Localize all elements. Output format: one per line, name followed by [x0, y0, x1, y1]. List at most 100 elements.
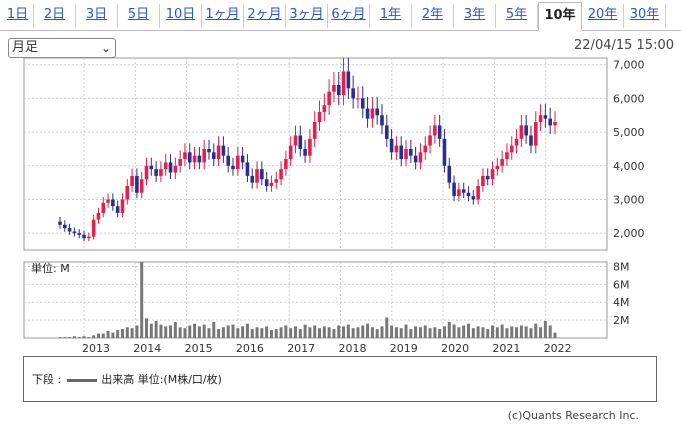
tab-10[interactable]: 2年 [412, 4, 454, 28]
tab-12[interactable]: 5年 [496, 4, 538, 28]
candle-body [548, 118, 552, 126]
candle-body [120, 199, 125, 213]
candle-body [216, 145, 221, 160]
candle-body [159, 169, 163, 176]
candle-body [332, 84, 336, 92]
tab-13[interactable]: 10年 [538, 2, 582, 31]
volume-bar [207, 328, 211, 338]
candle-body [274, 179, 279, 183]
tab-9[interactable]: 1年 [370, 4, 412, 28]
candle-body [269, 182, 274, 186]
candle-body [452, 182, 456, 197]
timeframe-tabs: 1日 2日 3日 5日 10日 1ヶ月 2ヶ月 3ヶ月 6ヶ月 1年 2年 3年 5年 10年 20年 30年 [0, 0, 681, 31]
candle-body [139, 179, 144, 193]
tab-5[interactable]: 1ヶ月 [202, 4, 244, 28]
tab-1[interactable]: 2日 [34, 4, 76, 28]
candle-body [428, 135, 432, 146]
candle-body [96, 212, 101, 220]
candle-body [336, 84, 341, 96]
volume-bar [399, 328, 403, 338]
candle-body [490, 169, 495, 180]
candle-body [476, 186, 480, 200]
volume-bar [433, 327, 437, 338]
candle-body [413, 155, 418, 163]
volume-line-swatch [67, 378, 98, 382]
candle-body [409, 148, 413, 156]
volume-bar [63, 337, 67, 338]
tab-0[interactable]: 1日 [2, 4, 34, 28]
candle-body [322, 105, 327, 112]
volume-bar [423, 325, 427, 338]
candle-body [168, 162, 173, 173]
legend-text: 下段 : 出来高 単位:(M株/口/枚) [32, 371, 222, 387]
candle-body [327, 91, 331, 106]
volume-bar [438, 329, 442, 338]
candle-body [58, 221, 62, 225]
volume-bar [140, 262, 144, 338]
candle-body [365, 108, 370, 119]
volume-bar [101, 333, 105, 338]
candle-body [308, 138, 312, 156]
tab-15[interactable]: 30年 [624, 4, 666, 28]
volume-bar [173, 321, 177, 338]
volume-bar [289, 328, 293, 338]
volume-bar [418, 327, 422, 338]
volume-bar [274, 329, 278, 338]
candle-body [144, 165, 149, 180]
volume-bar [332, 329, 336, 338]
volume-bar [303, 324, 307, 338]
candle-body [183, 152, 187, 160]
price-tick-label: 2,000 [613, 227, 645, 240]
volume-bar [183, 328, 187, 338]
volume-bar [116, 329, 120, 338]
volume-bar [356, 327, 360, 338]
volume-bar [308, 327, 312, 338]
price-panel [23, 57, 608, 251]
candle-body [207, 148, 211, 153]
candle-body [197, 155, 202, 163]
candle-body [505, 152, 509, 160]
volume-bar [77, 337, 81, 338]
candle-body [481, 175, 485, 186]
volume-bar [255, 327, 259, 338]
candle-body [394, 145, 399, 153]
year-label: 2014 [133, 342, 161, 355]
chart-timestamp: 22/04/15 15:00 [574, 38, 674, 53]
volume-bar [87, 337, 91, 338]
tab-6[interactable]: 2ヶ月 [244, 4, 286, 28]
candle-body [404, 148, 408, 160]
candle-body [524, 125, 528, 136]
volume-bar [202, 324, 206, 338]
tab-2[interactable]: 3日 [76, 4, 118, 28]
candle-body [466, 192, 471, 197]
year-label: 2015 [185, 342, 213, 355]
tab-8[interactable]: 6ヶ月 [328, 4, 370, 28]
tab-11[interactable]: 3年 [454, 4, 496, 28]
volume-bar [529, 328, 533, 338]
volume-bar [226, 325, 230, 338]
volume-bar [298, 329, 302, 338]
volume-bar [92, 335, 96, 338]
candle-body [231, 165, 235, 170]
volume-bar [265, 326, 269, 338]
legend-box: 下段 : 出来高 単位:(M株/口/枚) [23, 356, 657, 402]
tab-7[interactable]: 3ヶ月 [286, 4, 328, 28]
volume-bar [500, 324, 504, 338]
candle-body [346, 71, 351, 89]
volume-bar [471, 328, 475, 338]
price-tick-label: 6,000 [613, 92, 645, 105]
volume-bar [149, 323, 153, 338]
volume-bar [197, 326, 201, 338]
candle-body [130, 175, 134, 186]
tab-14[interactable]: 20年 [582, 4, 624, 28]
candle-body [370, 108, 375, 119]
candle-body [91, 219, 96, 237]
volume-bar [318, 328, 322, 338]
candle-body [178, 159, 182, 166]
tab-4[interactable]: 10日 [160, 4, 202, 28]
candle-body [437, 125, 442, 139]
tab-3[interactable]: 5日 [118, 4, 160, 28]
volume-bar [293, 326, 297, 338]
volume-bar [72, 336, 76, 338]
volume-bar [111, 332, 115, 338]
